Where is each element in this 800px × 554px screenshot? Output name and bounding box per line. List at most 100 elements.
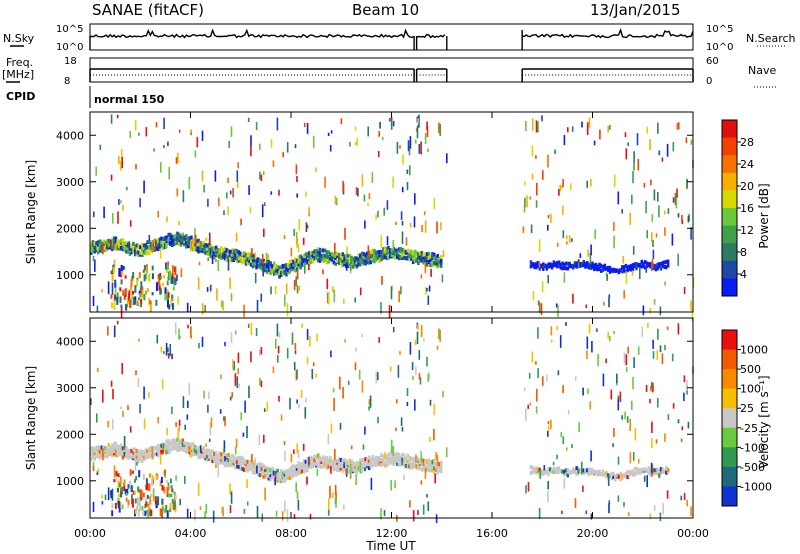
echo-cell: [102, 445, 105, 450]
scatter-cell: [411, 362, 414, 371]
echo-cell: [422, 257, 425, 262]
scatter-cell: [118, 507, 121, 513]
echo-cell: [206, 251, 209, 256]
scatter-cell: [121, 149, 123, 159]
echo-cell: [216, 456, 220, 461]
scatter-cell: [236, 376, 239, 388]
echo-cell: [290, 264, 293, 269]
echo-cell: [91, 455, 95, 460]
echo-cell: [408, 253, 411, 258]
scatter-cell: [240, 218, 242, 226]
echo-cell: [109, 451, 112, 456]
scatter-cell: [524, 197, 526, 208]
echo-cell: [139, 245, 142, 250]
echo-cell: [116, 450, 119, 455]
echo-cell: [123, 245, 126, 250]
scatter-cell: [422, 504, 425, 515]
echo-cell: [608, 473, 612, 478]
scatter-cell: [123, 435, 126, 448]
scatter-cell: [138, 338, 140, 342]
echo-cell: [144, 243, 147, 248]
scatter-cell: [124, 275, 127, 279]
echo-cell: [237, 258, 241, 263]
echo-cell: [434, 255, 438, 260]
echo-cell: [253, 262, 257, 267]
x-tick-label: 04:00: [175, 527, 207, 540]
echo-cell: [100, 246, 104, 251]
echo-cell: [232, 458, 235, 463]
scatter-cell: [427, 501, 430, 511]
scatter-cell: [140, 281, 143, 291]
echo-cell: [575, 261, 578, 266]
echo-cell: [193, 444, 197, 449]
echo-cell: [339, 464, 343, 469]
echo-cell: [309, 250, 313, 255]
echo-cell: [418, 465, 422, 470]
echo-cell: [250, 259, 253, 263]
scatter-cell: [633, 161, 635, 171]
echo-cell: [559, 265, 563, 270]
echo-cell: [649, 472, 652, 477]
echo-cell: [132, 249, 135, 254]
echo-cell: [431, 260, 434, 265]
echo-cell: [559, 469, 563, 474]
echo-cell: [571, 263, 575, 268]
echo-cell: [202, 243, 206, 247]
scatter-cell: [563, 135, 566, 146]
echo-cell: [556, 470, 559, 475]
echo-cell: [104, 240, 107, 245]
echo-cell: [299, 462, 302, 467]
echo-cell: [373, 255, 376, 260]
scatter-cell: [196, 137, 199, 148]
scatter-cell: [247, 323, 250, 328]
scatter-cell: [120, 491, 123, 498]
scatter-cell: [120, 279, 123, 285]
scatter-cell: [538, 508, 541, 519]
scatter-cell: [433, 198, 436, 210]
echo-cell: [614, 477, 617, 482]
scatter-cell: [335, 497, 337, 508]
scatter-cell: [251, 454, 253, 463]
scatter-cell: [120, 200, 122, 204]
scatter-cell: [409, 165, 411, 176]
scatter-cell: [633, 151, 635, 162]
echo-cell: [336, 253, 339, 258]
echo-cell: [114, 240, 118, 245]
echo-cell: [251, 253, 255, 258]
echo-cell: [132, 450, 135, 455]
echo-cell: [264, 266, 267, 271]
echo-cell: [417, 261, 420, 266]
echo-cell: [431, 468, 434, 473]
echo-cell: [366, 255, 369, 260]
echo-cell: [631, 469, 635, 474]
scatter-cell: [423, 211, 426, 216]
scatter-cell: [260, 174, 263, 182]
echo-cell: [360, 469, 364, 474]
echo-cell: [436, 261, 439, 266]
echo-cell: [554, 469, 557, 474]
scatter-cell: [227, 206, 229, 216]
scatter-cell: [397, 365, 400, 378]
echo-cell: [647, 466, 650, 471]
echo-cell: [406, 465, 410, 469]
echo-cell: [246, 459, 249, 464]
scatter-cell: [135, 476, 138, 481]
echo-cell: [369, 463, 373, 468]
scatter-cell: [562, 179, 564, 188]
scatter-cell: [272, 366, 275, 373]
echo-cell: [424, 258, 427, 263]
echo-cell: [622, 265, 626, 270]
scatter-cell: [283, 235, 286, 240]
echo-cell: [343, 464, 346, 468]
echo-cell: [654, 471, 658, 475]
scatter-cell: [201, 303, 204, 315]
scatter-cell: [126, 186, 128, 191]
echo-cell: [418, 254, 422, 259]
echo-cell: [188, 447, 191, 452]
scatter-cell: [340, 118, 343, 125]
echo-cell: [399, 459, 402, 464]
scatter-cell: [194, 228, 196, 241]
echo-cell: [315, 454, 318, 459]
echo-cell: [427, 260, 431, 264]
echo-cell: [237, 253, 241, 258]
